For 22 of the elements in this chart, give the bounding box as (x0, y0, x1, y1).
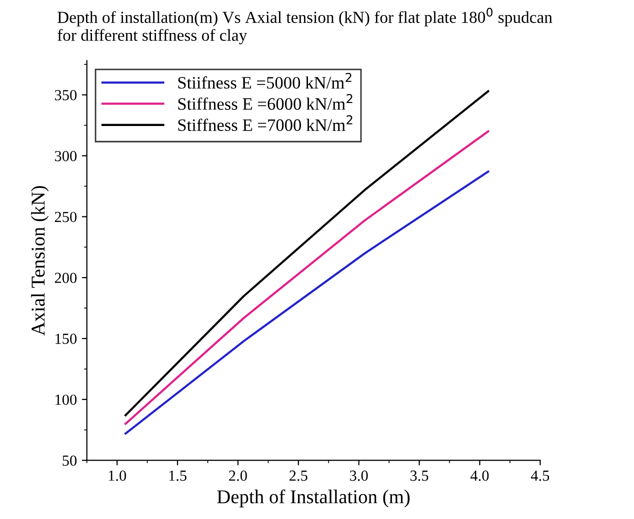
y-tick-label: 300 (54, 150, 77, 162)
legend-label: Stiffness E =7000 kN/m$^{2}$ (178, 115, 352, 132)
x-tick-label: 1.5 (169, 470, 186, 481)
x-tick-label: 3.5 (410, 470, 428, 481)
y-axis-title: Axial Tension (kN) (31, 186, 49, 336)
y-tick-label: 50 (62, 455, 77, 466)
y-tick-label: 200 (54, 272, 77, 284)
legend-label: Stiffness E =6000 kN/m$^{2}$ (178, 94, 352, 110)
y-tick-label: 250 (54, 212, 77, 222)
x-tick-label: 1.0 (108, 470, 126, 481)
x-tick-label: 3.0 (350, 470, 368, 481)
y-tick-label: 150 (56, 334, 77, 344)
legend-label: Stiifness E =5000 kN/m$^{2}$ (178, 72, 352, 89)
chart-title: Depth of installation(m) Vs Axial tension (kN) for flat plate 180$^{0}$ spudcan for different stiffness of clay (58, 8, 552, 44)
y-tick-label: 100 (56, 394, 77, 405)
x-axis-title: Depth of Installation (m) (217, 489, 410, 508)
x-tick-label: 2.5 (290, 470, 308, 481)
x-tick-label: 4.5 (530, 470, 550, 481)
x-tick-label: 4.0 (470, 470, 489, 481)
y-tick-label: 350 (54, 90, 77, 100)
x-tick-label: 2.0 (229, 470, 247, 481)
line-series (124, 170, 490, 435)
